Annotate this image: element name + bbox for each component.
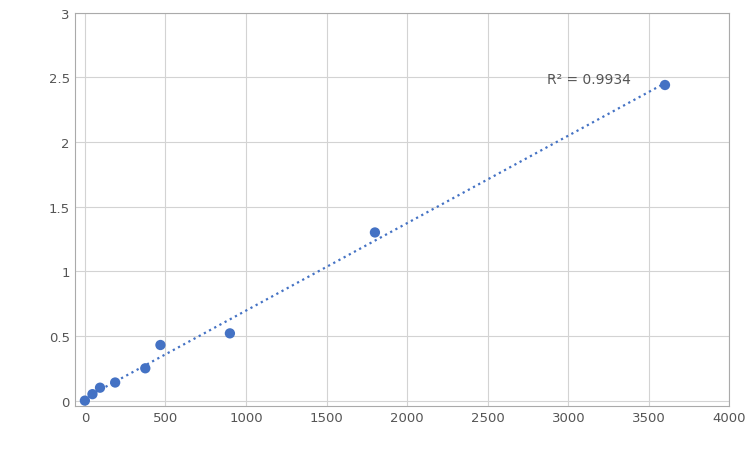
- Point: [79, 397, 91, 405]
- Point: [86, 391, 99, 398]
- Text: R² = 0.9934: R² = 0.9934: [547, 72, 631, 86]
- Point: [109, 379, 121, 386]
- Point: [369, 230, 381, 237]
- Point: [224, 330, 236, 337]
- Point: [154, 341, 166, 349]
- Point: [659, 82, 671, 89]
- Point: [139, 365, 151, 372]
- Point: [94, 384, 106, 391]
